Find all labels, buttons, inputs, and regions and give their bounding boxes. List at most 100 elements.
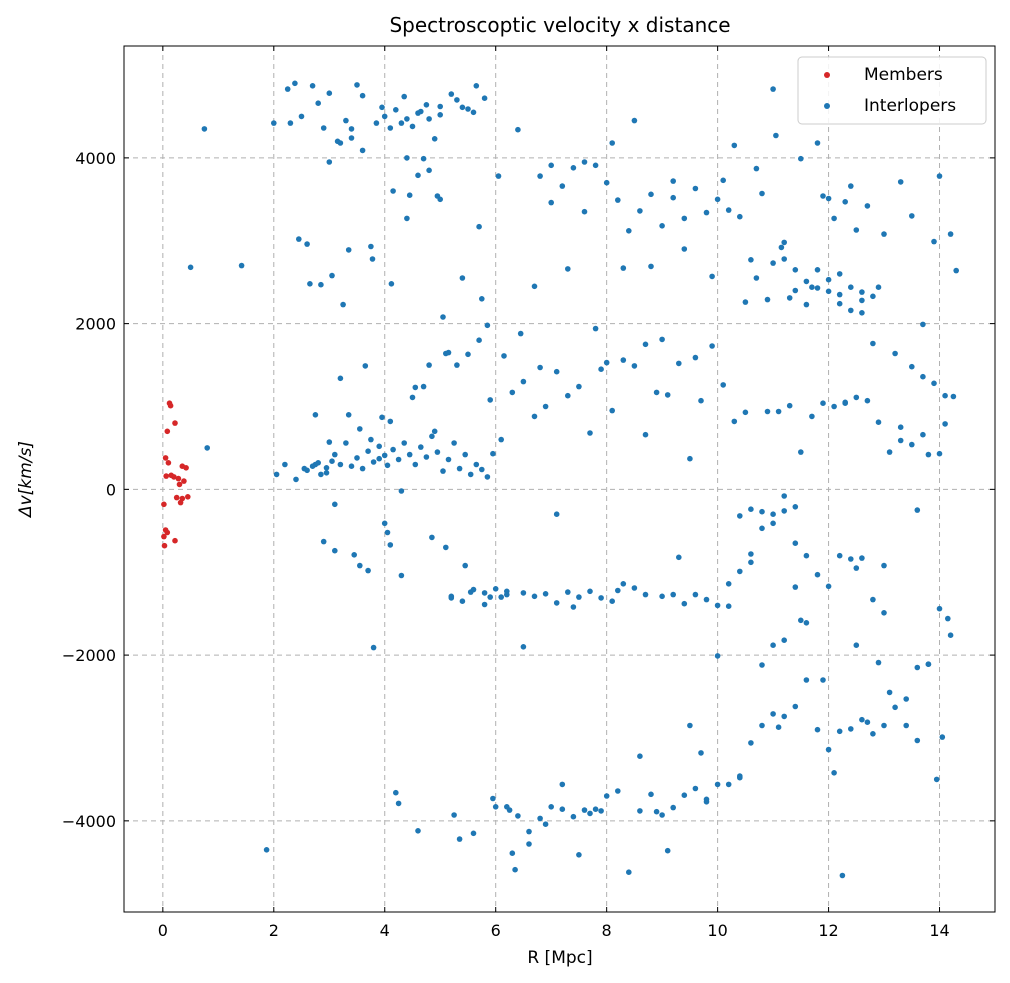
point-interlopers [393, 789, 399, 796]
point-interlopers [687, 722, 693, 729]
point-interlopers [576, 852, 582, 858]
point-interlopers [351, 552, 358, 558]
point-interlopers [770, 520, 776, 527]
point-interlopers [914, 664, 921, 671]
point-interlopers [587, 810, 593, 817]
point-interlopers [565, 589, 571, 595]
point-interlopers [692, 185, 699, 192]
point-interlopers [476, 337, 482, 344]
point-interlopers [592, 325, 599, 332]
point-interlopers [933, 776, 940, 783]
point-interlopers [742, 409, 749, 416]
point-interlopers [609, 407, 615, 414]
point-members [161, 501, 167, 508]
point-interlopers [897, 424, 904, 431]
point-interlopers [731, 418, 738, 425]
point-interlopers [443, 544, 449, 551]
point-interlopers [357, 426, 363, 432]
point-interlopers [348, 126, 355, 132]
point-interlopers [775, 408, 782, 415]
point-interlopers [814, 140, 821, 146]
point-interlopers [387, 125, 394, 131]
point-interlopers [920, 321, 926, 328]
point-interlopers [703, 799, 710, 805]
point-interlopers [479, 296, 485, 302]
point-interlopers [803, 301, 810, 308]
point-interlopers [398, 488, 405, 494]
point-interlopers [570, 165, 577, 171]
point-interlopers [323, 470, 330, 476]
point-interlopers [748, 559, 754, 566]
point-interlopers [359, 92, 366, 99]
point-interlopers [329, 272, 335, 279]
point-interlopers [370, 644, 377, 651]
point-interlopers [714, 653, 721, 659]
point-interlopers [631, 363, 638, 369]
point-interlopers [448, 91, 455, 97]
point-interlopers [839, 872, 846, 879]
point-members [165, 460, 172, 466]
point-members [163, 473, 169, 479]
y-tick-label: 4000 [75, 149, 116, 168]
point-interlopers [581, 208, 588, 215]
point-interlopers [448, 595, 455, 601]
point-interlopers [379, 104, 385, 111]
point-interlopers [520, 644, 527, 650]
point-interlopers [848, 183, 854, 189]
point-interlopers [620, 581, 627, 587]
point-interlopers [953, 267, 959, 274]
x-tick-label: 10 [707, 921, 727, 940]
point-interlopers [803, 620, 810, 626]
point-interlopers [470, 586, 477, 593]
point-interlopers [825, 746, 832, 753]
point-interlopers [581, 159, 588, 165]
point-interlopers [778, 244, 785, 251]
point-interlopers [431, 136, 438, 142]
point-interlopers [881, 562, 887, 569]
point-interlopers [531, 283, 538, 290]
point-interlopers [368, 243, 374, 250]
x-tick-label: 12 [818, 921, 838, 940]
point-interlopers [626, 228, 632, 234]
point-interlopers [553, 368, 560, 375]
point-interlopers [456, 836, 463, 842]
point-interlopers [881, 722, 887, 729]
point-interlopers [759, 722, 765, 729]
legend-label-interlopers: Interlopers [864, 96, 956, 116]
point-interlopers [473, 461, 480, 468]
point-interlopers [537, 173, 543, 179]
point-interlopers [332, 547, 338, 554]
point-interlopers [676, 554, 682, 561]
point-interlopers [465, 351, 471, 358]
point-interlopers [897, 179, 904, 185]
point-interlopers [390, 188, 396, 194]
point-interlopers [615, 197, 621, 203]
point-interlopers [326, 90, 333, 96]
point-interlopers [770, 711, 776, 717]
point-interlopers [476, 223, 482, 230]
point-interlopers [786, 295, 793, 301]
point-interlopers [315, 460, 322, 466]
point-interlopers [484, 474, 491, 480]
point-interlopers [304, 241, 310, 247]
point-interlopers [418, 444, 424, 450]
point-interlopers [737, 773, 743, 779]
point-interlopers [676, 360, 682, 367]
point-interlopers [792, 504, 799, 510]
point-interlopers [501, 353, 507, 359]
point-interlopers [664, 847, 671, 854]
point-interlopers [263, 847, 270, 853]
point-interlopers [914, 737, 921, 744]
point-interlopers [359, 465, 366, 472]
point-interlopers [698, 397, 704, 404]
point-interlopers [603, 793, 610, 799]
point-interlopers [859, 310, 865, 316]
point-interlopers [357, 562, 363, 569]
point-interlopers [692, 354, 699, 361]
point-interlopers [909, 363, 915, 370]
point-interlopers [542, 821, 549, 827]
point-interlopers [798, 449, 804, 455]
point-interlopers [320, 125, 327, 131]
point-interlopers [445, 456, 452, 463]
